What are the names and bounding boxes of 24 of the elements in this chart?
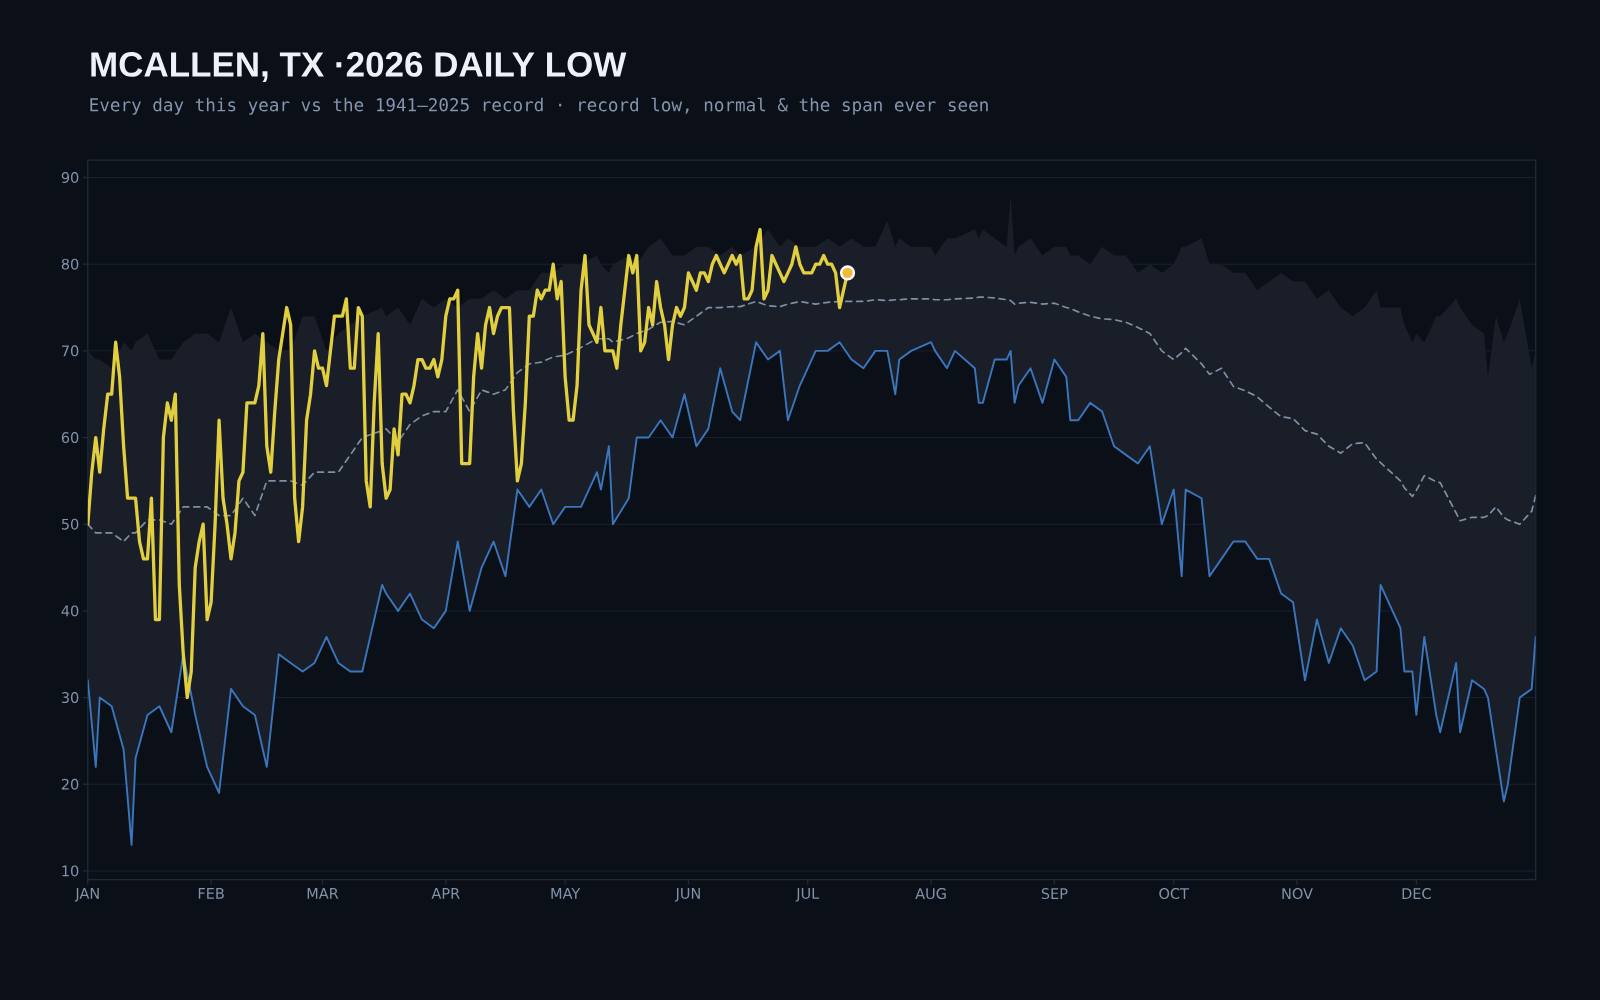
- x-tick-label: OCT: [1159, 888, 1189, 900]
- x-tick-label: DEC: [1402, 888, 1431, 900]
- x-tick-label: MAY: [551, 888, 581, 899]
- x-tick-label: APR: [431, 888, 460, 899]
- y-tick-label: 80: [61, 258, 79, 270]
- y-tick-label: 40: [61, 605, 79, 617]
- x-tick-label: FEB: [198, 888, 224, 899]
- x-tick-label: JUN: [674, 888, 700, 902]
- x-tick-label: NOV: [1282, 888, 1313, 900]
- chart-title: MCALLEN, TX ·2026 DAILY LOW: [91, 52, 627, 82]
- chart-subtitle: Every day this year vs the 1941–2025 record · record low, normal & the span ever seen: [90, 97, 988, 115]
- y-tick-label: 50: [61, 518, 79, 530]
- y-tick-label: 90: [61, 172, 79, 183]
- x-tick-label: AUG: [915, 888, 946, 900]
- line-series: [87, 341, 1536, 846]
- x-tick-label: JUL: [795, 888, 820, 902]
- y-tick-label: 10: [62, 865, 79, 877]
- x-tick-label: JAN: [74, 888, 99, 902]
- y-tick-label: 20: [61, 778, 79, 790]
- y-tick-label: 30: [61, 692, 79, 704]
- y-tick-label: 60: [61, 432, 79, 444]
- x-tick-label: SEP: [1041, 888, 1068, 900]
- x-tick-label: MAR: [307, 888, 339, 899]
- y-tick-label: 70: [62, 345, 79, 357]
